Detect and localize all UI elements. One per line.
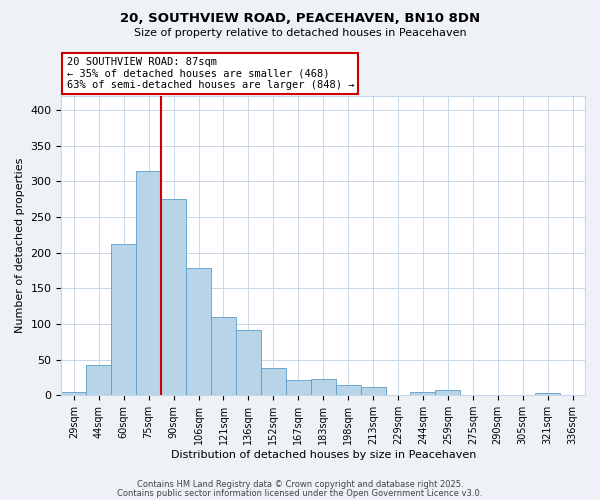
Bar <box>335 385 361 395</box>
Text: 20, SOUTHVIEW ROAD, PEACEHAVEN, BN10 8DN: 20, SOUTHVIEW ROAD, PEACEHAVEN, BN10 8DN <box>120 12 480 26</box>
Bar <box>410 392 436 395</box>
Bar <box>136 170 161 395</box>
Bar <box>286 380 311 395</box>
Bar <box>361 386 386 395</box>
Text: Contains HM Land Registry data © Crown copyright and database right 2025.: Contains HM Land Registry data © Crown c… <box>137 480 463 489</box>
Bar <box>161 199 186 395</box>
Text: Size of property relative to detached houses in Peacehaven: Size of property relative to detached ho… <box>134 28 466 38</box>
X-axis label: Distribution of detached houses by size in Peacehaven: Distribution of detached houses by size … <box>170 450 476 460</box>
Bar <box>211 317 236 395</box>
Bar <box>261 368 286 395</box>
Text: Contains public sector information licensed under the Open Government Licence v3: Contains public sector information licen… <box>118 488 482 498</box>
Bar <box>535 393 560 395</box>
Text: 20 SOUTHVIEW ROAD: 87sqm
← 35% of detached houses are smaller (468)
63% of semi-: 20 SOUTHVIEW ROAD: 87sqm ← 35% of detach… <box>67 56 354 90</box>
Bar <box>311 379 335 395</box>
Bar <box>61 392 86 395</box>
Bar <box>436 390 460 395</box>
Y-axis label: Number of detached properties: Number of detached properties <box>15 158 25 333</box>
Bar <box>460 394 485 395</box>
Bar <box>86 364 111 395</box>
Bar <box>236 330 261 395</box>
Bar <box>111 244 136 395</box>
Bar <box>186 268 211 395</box>
